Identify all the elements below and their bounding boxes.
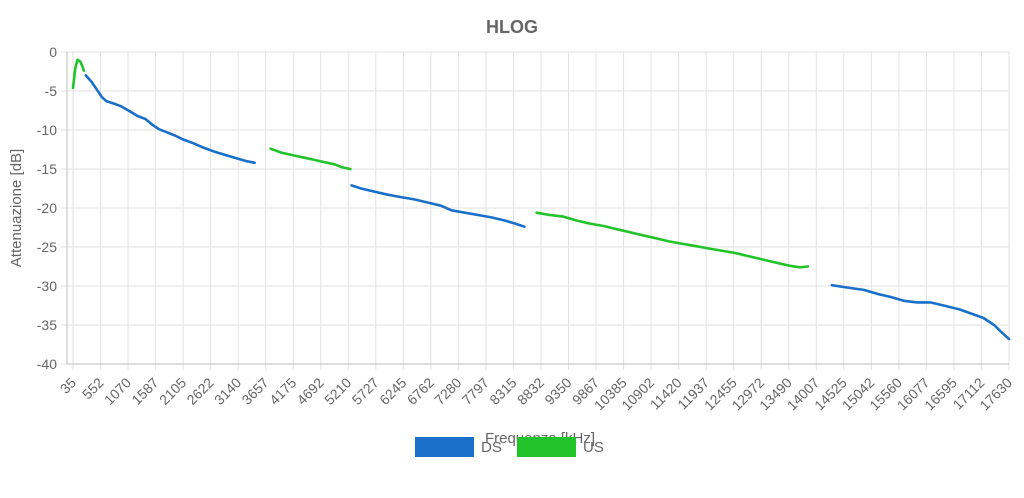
x-tick-label: 3657	[238, 374, 271, 407]
y-axis-ticks: 0 -5 -10 -15 -20 -25 -30 -35 -40	[37, 44, 57, 372]
y-tick-label: -5	[45, 83, 58, 99]
legend-label: DS	[481, 439, 502, 456]
x-tick-label: 9350	[541, 374, 574, 407]
y-tick-label: 0	[49, 44, 57, 60]
x-tick-label: 5727	[349, 374, 382, 407]
y-tick-label: -35	[37, 317, 57, 333]
y-tick-label: -40	[37, 356, 57, 372]
x-axis-ticks: 35 55210701587210526223140365741754692521…	[57, 374, 1015, 413]
x-tick-label: 4692	[294, 374, 327, 407]
x-tick-label: 6245	[376, 374, 409, 407]
x-tick-label: 2622	[183, 374, 216, 407]
series-ds-line	[830, 283, 1011, 341]
x-tick-label: 2105	[156, 374, 189, 407]
chart-title: HLOG	[486, 17, 538, 37]
series-us-line	[269, 147, 352, 171]
y-tick-label: -15	[37, 161, 57, 177]
series-lines	[71, 58, 1011, 341]
x-tick-label: 5210	[321, 374, 354, 407]
x-tick-label: 1070	[101, 374, 134, 407]
y-tick-label: -30	[37, 278, 57, 294]
legend-item-ds[interactable]: DS	[415, 437, 502, 457]
y-tick-label: -10	[37, 122, 57, 138]
x-tick-label: 35	[57, 374, 79, 396]
x-tick-label: 7797	[459, 374, 492, 407]
x-tick-label: 17630	[976, 374, 1015, 413]
series-us-line	[71, 58, 86, 90]
legend-item-us[interactable]: US	[517, 437, 604, 457]
y-tick-label: -25	[37, 239, 57, 255]
x-tick-label: 7280	[431, 374, 464, 407]
x-tick-label: 3140	[211, 374, 244, 407]
legend-label: US	[583, 439, 604, 456]
y-axis-label: Attenuazione [dB]	[8, 149, 25, 267]
x-tick-label: 8315	[486, 374, 519, 407]
x-tick-label: 6762	[404, 374, 437, 407]
y-tick-label: -20	[37, 200, 57, 216]
series-us-line	[535, 211, 810, 269]
legend-swatch	[415, 437, 474, 457]
x-tick-label: 8832	[514, 374, 547, 407]
legend-swatch	[517, 437, 576, 457]
series-ds-line	[350, 184, 526, 228]
grid	[61, 51, 1010, 370]
x-tick-label: 1587	[128, 374, 161, 407]
x-tick-label: 4175	[266, 374, 299, 407]
legend[interactable]: DS US	[415, 437, 604, 457]
series-ds-line	[84, 74, 256, 165]
